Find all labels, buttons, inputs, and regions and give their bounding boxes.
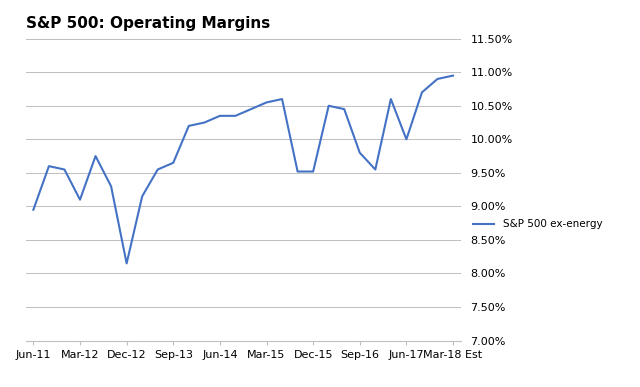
S&P 500 ex-energy xyxy=(170,161,177,165)
Legend: S&P 500 ex-energy: S&P 500 ex-energy xyxy=(469,215,606,234)
S&P 500 ex-energy xyxy=(76,197,84,202)
S&P 500 ex-energy xyxy=(356,151,364,155)
S&P 500 ex-energy xyxy=(92,154,99,158)
S&P 500 ex-energy xyxy=(45,164,52,168)
S&P 500 ex-energy xyxy=(294,169,301,174)
S&P 500 ex-energy xyxy=(154,167,161,172)
S&P 500 ex-energy xyxy=(29,207,37,212)
Line: S&P 500 ex-energy: S&P 500 ex-energy xyxy=(33,75,453,264)
S&P 500 ex-energy xyxy=(138,194,146,199)
S&P 500 ex-energy xyxy=(403,137,410,142)
S&P 500 ex-energy xyxy=(325,103,333,108)
S&P 500 ex-energy xyxy=(340,107,348,111)
S&P 500 ex-energy xyxy=(278,97,286,101)
S&P 500 ex-energy xyxy=(108,184,115,188)
S&P 500 ex-energy xyxy=(387,97,395,101)
S&P 500 ex-energy xyxy=(200,120,208,125)
S&P 500 ex-energy xyxy=(262,100,270,105)
S&P 500 ex-energy xyxy=(232,113,239,118)
S&P 500 ex-energy xyxy=(185,123,193,128)
Text: S&P 500: Operating Margins: S&P 500: Operating Margins xyxy=(26,15,270,31)
S&P 500 ex-energy xyxy=(61,167,68,172)
S&P 500 ex-energy xyxy=(449,73,457,78)
S&P 500 ex-energy xyxy=(309,169,317,174)
S&P 500 ex-energy xyxy=(216,113,224,118)
S&P 500 ex-energy xyxy=(247,107,255,111)
S&P 500 ex-energy xyxy=(371,167,379,172)
S&P 500 ex-energy xyxy=(123,261,131,266)
S&P 500 ex-energy xyxy=(434,77,442,81)
S&P 500 ex-energy xyxy=(418,90,426,95)
